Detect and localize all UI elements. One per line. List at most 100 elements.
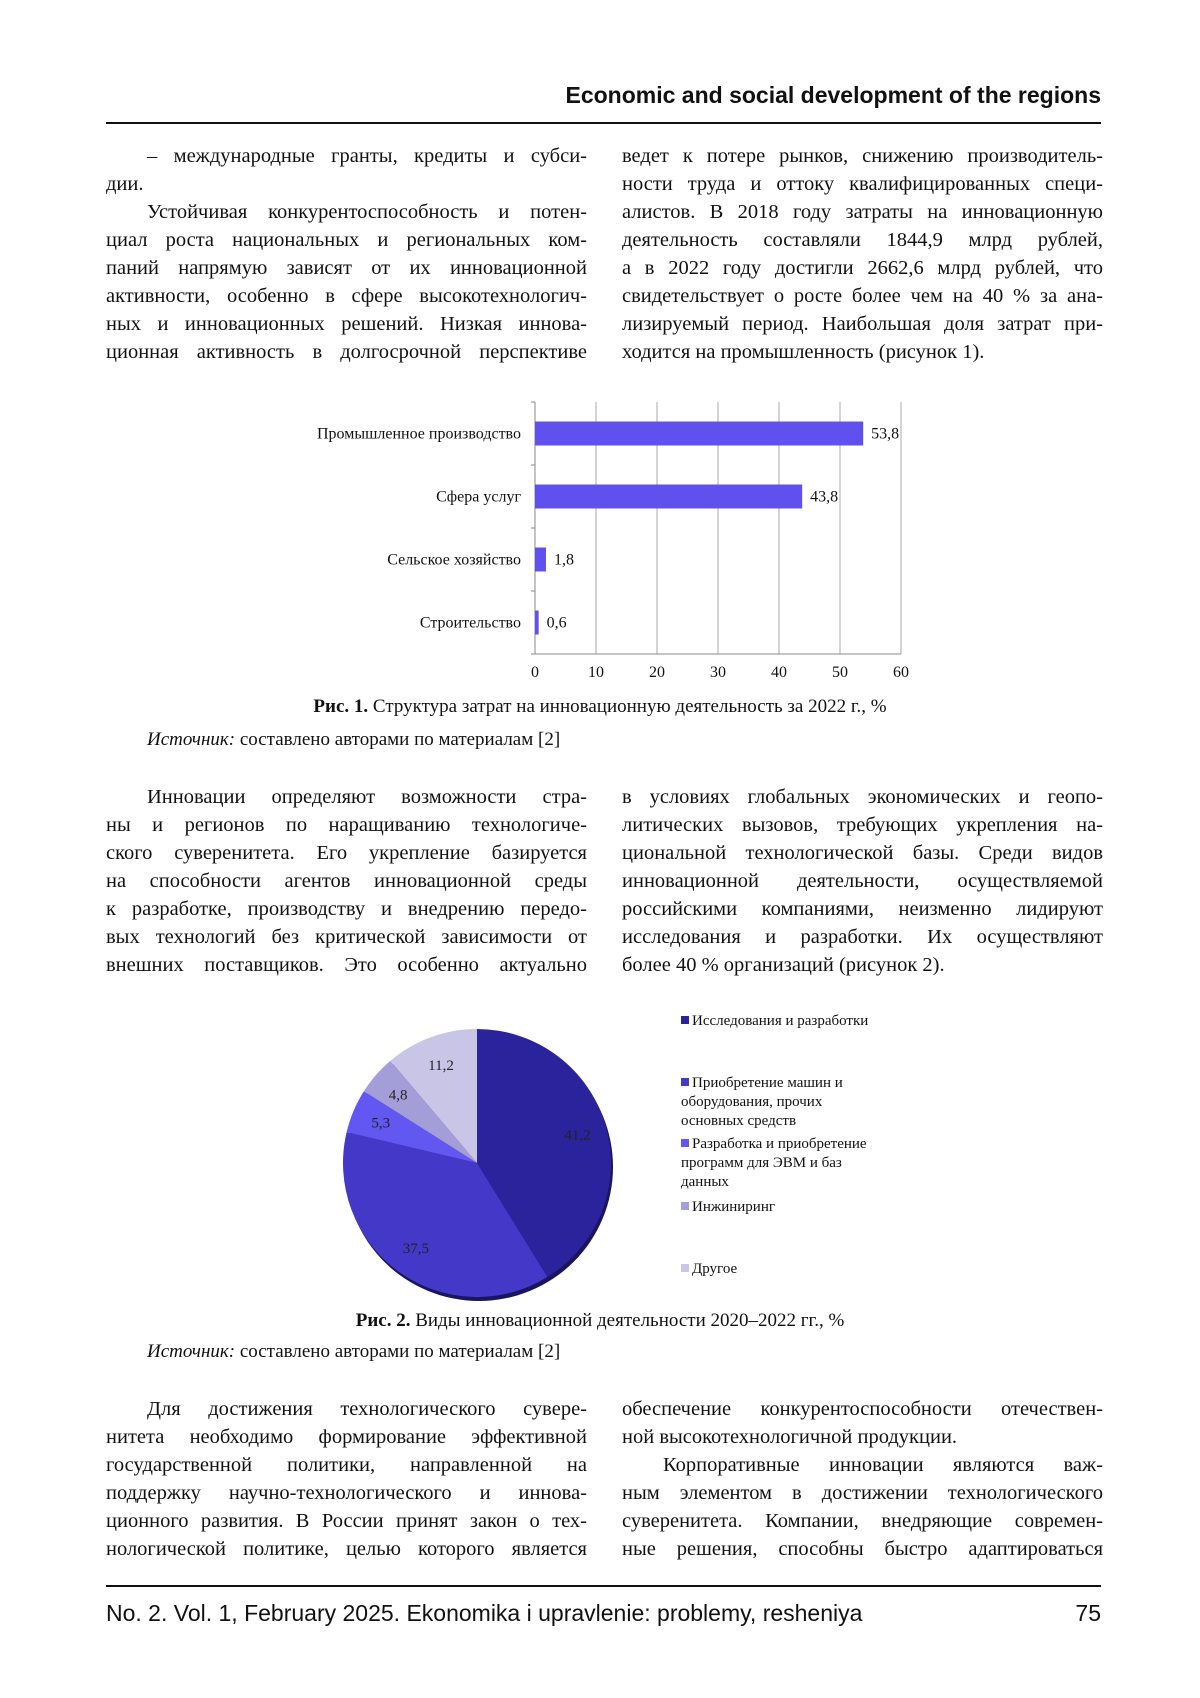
text-line: поддержку научно-технологического и инно… [106, 1479, 587, 1507]
figure-1-label: Рис. 1. [313, 696, 368, 717]
text-line: нологической политике, целью которого яв… [106, 1535, 587, 1563]
text-line: ные решения, способны быстро адаптироват… [622, 1535, 1103, 1563]
category-label: Сельское хозяйство [387, 552, 521, 569]
page-number: 75 [1075, 1600, 1101, 1627]
figure-1-caption: Рис. 1. Структура затрат на инновационну… [0, 696, 1200, 718]
text-line: свидетельствует о росте более чем на 40 … [622, 282, 1103, 310]
text-line: ходится на промышленность (рисунок 1). [622, 338, 1103, 366]
text-line: российскими компаниями, неизменно лидиру… [622, 895, 1103, 923]
text-line: дии. [106, 170, 587, 198]
figure-2-caption: Рис. 2. Виды инновационной деятельности … [0, 1310, 1200, 1332]
bar [535, 485, 802, 509]
text-line: – международные гранты, кредиты и субси- [106, 142, 587, 170]
legend-item: Приобретение машин и оборудования, прочи… [681, 1074, 881, 1131]
text-line: ным элементом в достижении технологическ… [622, 1479, 1103, 1507]
text-line: паний напрямую зависят от их инновационн… [106, 254, 587, 282]
data-label: 53,8 [871, 426, 899, 443]
footer: No. 2. Vol. 1, February 2025. Ekonomika … [106, 1600, 1101, 1627]
bar [535, 422, 863, 446]
text-line: а в 2022 году достигли 2662,6 млрд рубле… [622, 254, 1103, 282]
text-line: ведет к потере рынков, снижению производ… [622, 142, 1103, 170]
text-line: ны и регионов по наращиванию технологиче… [106, 811, 587, 839]
text-column-right-2: в условиях глобальных экономических и ге… [622, 783, 1103, 979]
legend-label: Приобретение машин и оборудования, прочи… [681, 1075, 843, 1129]
text-column-right-1: ведет к потере рынков, снижению производ… [622, 142, 1103, 366]
running-header: Economic and social development of the r… [566, 82, 1102, 109]
text-column-left-3: Для достижения технологического сувере-н… [106, 1395, 587, 1563]
text-line: ной высокотехнологичной продукции. [622, 1423, 1103, 1451]
source-text: составлено авторами по материалам [2] [235, 729, 560, 750]
text-line: нитета необходимо формирование эффективн… [106, 1423, 587, 1451]
figure-1-source: Источник: составлено авторами по материа… [147, 729, 560, 751]
figure-2-source: Источник: составлено авторами по материа… [147, 1341, 560, 1363]
bar [535, 611, 539, 635]
source-label: Источник: [147, 729, 235, 750]
text-line: в условиях глобальных экономических и ге… [622, 783, 1103, 811]
text-line: лизируемый период. Наибольшая доля затра… [622, 310, 1103, 338]
legend-label: Разработка и приобретение программ для Э… [681, 1136, 867, 1190]
data-label: 1,8 [554, 552, 574, 569]
category-label: Строительство [420, 615, 521, 632]
text-line: на способности агентов инновационной сре… [106, 867, 587, 895]
text-line: ционного развития. В России принят закон… [106, 1507, 587, 1535]
x-tick-label: 20 [649, 664, 665, 681]
header-rule [106, 122, 1101, 124]
legend-item: Разработка и приобретение программ для Э… [681, 1135, 881, 1192]
text-line: циал роста национальных и региональных к… [106, 226, 587, 254]
legend-label: Другое [692, 1261, 737, 1277]
x-tick-label: 40 [771, 664, 787, 681]
text-line: Устойчивая конкурентоспособность и потен… [106, 198, 587, 226]
text-line: ности труда и оттоку квалифицированных с… [622, 170, 1103, 198]
data-label: 37,5 [403, 1241, 429, 1257]
text-line: суверенитета. Компании, внедряющие совре… [622, 1507, 1103, 1535]
figure-2-label: Рис. 2. [356, 1310, 411, 1331]
text-line: деятельность составляли 1844,9 млрд рубл… [622, 226, 1103, 254]
bar [535, 548, 546, 572]
data-label: 43,8 [810, 489, 838, 506]
legend-item: Исследования и разработки [681, 1012, 881, 1031]
text-line: к разработке, производству и внедрению п… [106, 895, 587, 923]
legend-swatch [681, 1202, 689, 1210]
source-text: составлено авторами по материалам [2] [235, 1341, 560, 1362]
text-line: алистов. В 2018 году затраты на инноваци… [622, 198, 1103, 226]
text-line: ных и инновационных решений. Низкая инно… [106, 310, 587, 338]
category-label: Промышленное производство [317, 426, 521, 443]
data-label: 5,3 [371, 1115, 390, 1131]
text-line: вых технологий без критической зависимос… [106, 923, 587, 951]
footer-rule [106, 1585, 1101, 1587]
text-line: Инновации определяют возможности стра- [106, 783, 587, 811]
legend-label: Исследования и разработки [692, 1013, 868, 1029]
data-label: 4,8 [389, 1087, 408, 1103]
x-tick-label: 10 [588, 664, 604, 681]
x-tick-label: 30 [710, 664, 726, 681]
text-column-right-3: обеспечение конкурентоспособности отечес… [622, 1395, 1103, 1563]
text-line: циональной технологической базы. Среди в… [622, 839, 1103, 867]
source-label: Источник: [147, 1341, 235, 1362]
legend-label: Инжиниринг [692, 1199, 775, 1215]
data-label: 41,2 [564, 1127, 590, 1143]
legend-item: Другое [681, 1260, 881, 1279]
text-line: ского суверенитета. Его укрепление базир… [106, 839, 587, 867]
legend-swatch [681, 1078, 689, 1086]
text-column-left-1: – международные гранты, кредиты и субси-… [106, 142, 587, 366]
text-line: ционная активность в долгосрочной перспе… [106, 338, 587, 366]
figure-2-caption-text: Виды инновационной деятельности 2020–202… [410, 1310, 844, 1331]
x-tick-label: 60 [893, 664, 909, 681]
x-tick-label: 0 [531, 664, 539, 681]
text-line: Для достижения технологического сувере- [106, 1395, 587, 1423]
text-line: более 40 % организаций (рисунок 2). [622, 951, 1103, 979]
figure-1-caption-text: Структура затрат на инновационную деятел… [368, 696, 886, 717]
legend-swatch [681, 1016, 689, 1024]
data-label: 0,6 [547, 615, 567, 632]
legend-swatch [681, 1264, 689, 1272]
text-line: исследования и разработки. Их осуществля… [622, 923, 1103, 951]
text-line: инновационной деятельности, осуществляем… [622, 867, 1103, 895]
category-label: Сфера услуг [436, 489, 521, 506]
text-line: государственной политики, направленной н… [106, 1451, 587, 1479]
text-line: литических вызовов, требующих укрепления… [622, 811, 1103, 839]
text-line: активности, особенно в сфере высокотехно… [106, 282, 587, 310]
pie-chart-figure-2: 41,237,55,34,811,2 [320, 1010, 640, 1320]
text-line: обеспечение конкурентоспособности отечес… [622, 1395, 1103, 1423]
legend-item: Инжиниринг [681, 1198, 881, 1217]
bar-chart-figure-1: 0102030405060Промышленное производство53… [0, 390, 1200, 690]
